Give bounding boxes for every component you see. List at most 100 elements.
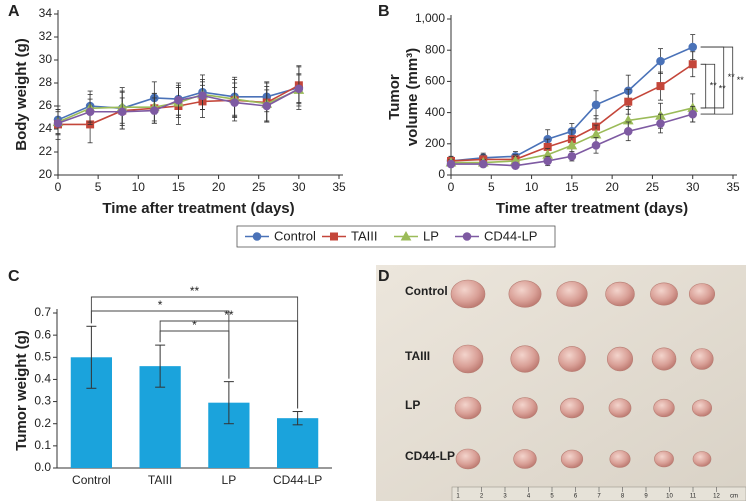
marker (198, 91, 207, 100)
y-tick-label: 600 (425, 74, 445, 88)
tumor (653, 398, 675, 418)
ruler-label: 10 (666, 494, 673, 500)
ruler-label: 3 (503, 494, 507, 500)
ruler-label: 4 (527, 494, 531, 500)
significance-label: * (192, 318, 197, 332)
x-tick-label: 0 (55, 180, 62, 194)
significance-label: * (158, 298, 163, 312)
ruler-label: 12 (713, 494, 720, 500)
marker (174, 95, 183, 105)
marker (656, 119, 665, 128)
y-tick-label: 30 (39, 52, 53, 66)
marker (446, 159, 456, 169)
significance-label: ** (224, 308, 234, 322)
marker (566, 139, 578, 150)
marker (230, 98, 239, 107)
x-tick-label: 30 (686, 180, 700, 194)
x-tick-label: 5 (95, 180, 102, 194)
significance-bracket (700, 46, 725, 109)
panel-label: D (378, 268, 390, 285)
tumor (606, 346, 634, 372)
x-tick-label: 15 (565, 180, 579, 194)
marker (511, 161, 520, 170)
tumor (605, 281, 635, 307)
x-tick-label: CD44-LP (273, 473, 322, 487)
y-tick-label: 22 (39, 144, 53, 158)
marker (656, 56, 665, 66)
x-tick-label: 35 (332, 180, 346, 194)
x-axis-label: Time after treatment (days) (496, 200, 688, 217)
y-tick-label: 1,000 (415, 11, 445, 25)
legend-marker (400, 230, 412, 241)
x-tick-label: 20 (605, 180, 619, 194)
x-tick-label: 0 (448, 180, 455, 194)
legend-marker (252, 232, 262, 241)
x-tick-label: TAIII (148, 473, 172, 487)
x-tick-label: 5 (488, 180, 495, 194)
y-tick-label: 0.0 (34, 460, 51, 474)
marker (117, 107, 127, 117)
significance-bracket (700, 46, 734, 115)
marker (567, 151, 577, 161)
y-tick-label: 0.7 (34, 305, 51, 319)
ruler-label: 7 (597, 494, 601, 500)
significance-label: ** (737, 75, 745, 85)
tumor (513, 449, 537, 469)
x-tick-label: 15 (172, 180, 186, 194)
legend-label: LP (423, 228, 439, 243)
ruler-label: 5 (550, 494, 554, 500)
ruler-label: 9 (644, 494, 648, 500)
y-tick-label: 0.2 (34, 416, 51, 430)
panel-label: A (8, 3, 20, 20)
row-label: Control (405, 284, 448, 298)
legend-marker (462, 232, 472, 241)
marker (656, 82, 665, 91)
row-label: CD44-LP (405, 449, 455, 463)
x-tick-label: 20 (212, 180, 226, 194)
ruler-label: 6 (574, 494, 578, 500)
y-tick-label: 0 (438, 167, 445, 181)
marker (688, 42, 698, 52)
tumor (608, 398, 632, 418)
y-tick-label: 32 (39, 29, 53, 43)
y-tick-label: 200 (425, 136, 445, 150)
tumor (556, 281, 588, 307)
tumor (455, 448, 481, 470)
x-axis-label: Time after treatment (days) (102, 200, 294, 217)
tumor (688, 283, 716, 305)
tumor (508, 280, 542, 308)
y-tick-label: 0.3 (34, 394, 51, 408)
significance-label: ** (719, 84, 727, 94)
y-tick-label: 0.6 (34, 327, 51, 341)
x-tick-label: 25 (646, 180, 660, 194)
x-tick-label: 35 (726, 180, 740, 194)
ruler-label: 8 (621, 494, 625, 500)
y-tick-label: 0.1 (34, 438, 51, 452)
panel-label: B (378, 3, 390, 20)
legend-label: Control (274, 228, 316, 243)
significance-label: ** (728, 72, 736, 82)
legend-label: TAIII (351, 228, 377, 243)
tumor (559, 397, 584, 419)
x-tick-label: 25 (252, 180, 266, 194)
tumor (692, 451, 712, 467)
significance-bracket (90, 296, 299, 409)
tumor (510, 345, 540, 373)
significance-bracket (159, 330, 230, 379)
marker (591, 100, 601, 110)
marker (53, 118, 63, 128)
marker (478, 159, 488, 169)
ruler-label: 1 (456, 494, 460, 500)
tumor (512, 397, 538, 419)
tumor (454, 396, 482, 420)
y-tick-label: 0.4 (34, 372, 51, 386)
marker (688, 109, 698, 119)
tumor (558, 346, 586, 372)
marker (624, 97, 633, 106)
x-tick-label: 30 (292, 180, 306, 194)
tumor (690, 348, 714, 370)
ruler-unit: cm (730, 494, 738, 500)
row-label: LP (405, 398, 420, 412)
x-tick-label: LP (222, 473, 237, 487)
